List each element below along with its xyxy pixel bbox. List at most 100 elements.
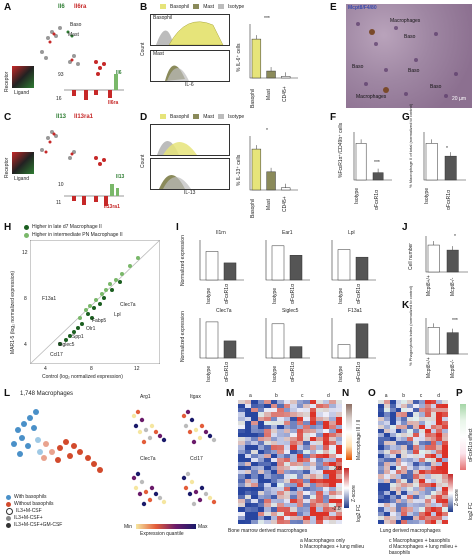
panel-l-color-scale — [136, 524, 196, 529]
panel-m-cell — [257, 424, 265, 430]
panel-m-cell — [329, 515, 336, 521]
panel-m-cell — [309, 482, 317, 488]
panel-m-column-label: d — [327, 393, 330, 399]
panel-m-cell — [257, 482, 265, 488]
panel-m-cell — [290, 428, 297, 434]
panel-m-cell — [244, 478, 252, 483]
panel-h-gene-ccl17: Ccl17 — [50, 352, 63, 358]
panel-h-ytick-4: 4 — [24, 342, 27, 348]
panel-d-hist-bottom — [150, 158, 230, 190]
panel-o-cell — [436, 453, 443, 459]
panel-a-gene-ligand: Il6 — [58, 4, 65, 10]
panel-m-cell — [329, 457, 336, 463]
panel-o-cell — [395, 519, 402, 525]
panel-o-cell — [430, 408, 437, 413]
panel-m-cell — [303, 453, 310, 459]
panel-j-ylabel: Cell number — [408, 243, 414, 270]
panel-m-cell — [251, 499, 258, 504]
panel-o-cell — [383, 490, 390, 496]
panel-m-cell — [290, 462, 297, 467]
panel-m-cell — [316, 420, 323, 426]
panel-m-cell — [335, 416, 343, 421]
panel-o-cell — [436, 449, 443, 455]
panel-o-cell — [401, 519, 408, 525]
panel-o-cell — [424, 424, 431, 430]
panel-o-cell — [378, 449, 385, 455]
panel-m-cell — [322, 420, 330, 426]
panel-o-cell — [407, 495, 414, 500]
panel-b-bar-chart — [249, 24, 298, 79]
panel-m-cell — [270, 457, 278, 463]
panel-m-cell — [296, 453, 304, 459]
panel-m-cell — [283, 511, 291, 517]
panel-m-cell — [329, 490, 336, 496]
panel-o-cell — [430, 478, 437, 483]
panel-b-bar-2 — [281, 76, 291, 79]
panel-m-cell — [303, 424, 310, 430]
panel-m-cell — [264, 420, 271, 426]
panel-l-point — [131, 413, 137, 419]
panel-m-cell — [257, 412, 265, 417]
panel-m-cell — [244, 466, 252, 471]
panel-m-cell — [316, 408, 323, 413]
panel-m-cell — [283, 437, 291, 442]
panel-m-cell — [316, 445, 323, 450]
legend-swatch-isotype — [218, 114, 225, 119]
panel-m-cell — [290, 470, 297, 475]
panel-m-cell — [316, 511, 323, 517]
panel-m-cell — [244, 453, 252, 459]
panel-m-cell — [322, 474, 330, 479]
panel-o-cell — [383, 408, 390, 413]
legend-swatch-basophil — [160, 114, 166, 119]
panel-m-cell — [316, 428, 323, 434]
panel-m-cell — [251, 400, 258, 405]
panel-m-cell — [283, 466, 291, 471]
panel-m-cell — [270, 490, 278, 496]
panel-m-cell — [283, 400, 291, 405]
panel-m-cell — [335, 511, 343, 517]
panel-m-cell — [244, 408, 252, 413]
panel-o-cell — [413, 495, 420, 500]
panel-j-sig: * — [454, 234, 456, 240]
panel-o-cell — [378, 511, 385, 517]
panel-m-zlabel: Z-score — [351, 485, 357, 502]
panel-m-cell — [251, 428, 258, 434]
panel-m-cell — [290, 519, 297, 525]
panel-m-cell — [296, 404, 304, 409]
panel-o-cell — [430, 474, 437, 479]
panel-i-bar — [355, 256, 369, 281]
panel-j-label: J — [402, 222, 408, 233]
panel-i-chart-ear1 — [265, 240, 310, 281]
panel-m-cell — [296, 486, 304, 492]
panel-l-point — [189, 479, 195, 485]
panel-a-value-top: 93 — [58, 72, 64, 78]
panel-o-cell — [430, 462, 437, 467]
panel-m-cell — [277, 490, 284, 496]
panel-o-cell — [389, 416, 396, 421]
panel-m-cell — [270, 466, 278, 471]
panel-m-cell — [290, 441, 297, 446]
panel-m-cell — [290, 445, 297, 450]
panel-o-cell — [383, 457, 390, 463]
panel-o-cell — [424, 462, 431, 467]
panel-o-cell — [401, 515, 408, 521]
panel-l-scale-label: Expression quantile — [140, 531, 184, 537]
legend-intermediate: Higher in intermediate PN Macrophage II — [32, 232, 123, 238]
panel-m-cell — [322, 490, 330, 496]
panel-o-cell — [413, 470, 420, 475]
panel-o-column-label: a — [384, 393, 388, 399]
panel-m-cell — [277, 511, 284, 517]
panel-m-cell — [296, 511, 304, 517]
panel-a-bar-bottom-label: Il6ra — [108, 100, 119, 106]
panel-o-cell — [413, 507, 420, 512]
panel-o-cell — [389, 457, 396, 463]
panel-o-cell — [407, 404, 414, 409]
legend-isotype: Isotype — [228, 4, 245, 10]
panel-m-cell — [303, 499, 310, 504]
panel-g-bar-chart — [423, 132, 466, 181]
panel-m-cell — [290, 490, 297, 496]
panel-o-cell — [407, 445, 414, 450]
panel-o-cell — [430, 445, 437, 450]
panel-m-cell — [244, 515, 252, 521]
panel-m-cell — [270, 420, 278, 426]
